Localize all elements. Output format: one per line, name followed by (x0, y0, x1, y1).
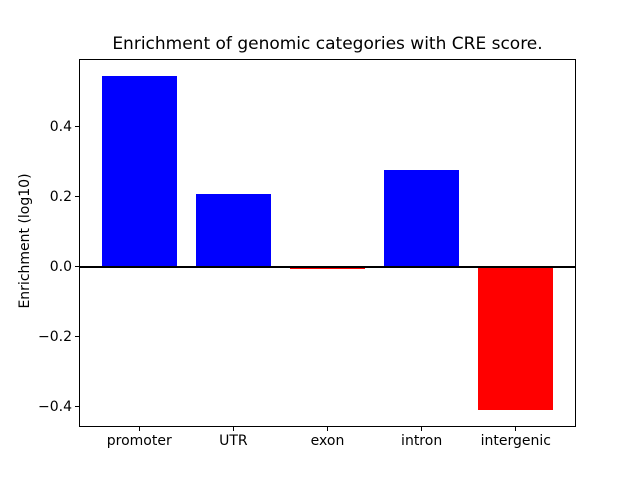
x-tick-mark (326, 427, 329, 431)
x-tick-label: promoter (106, 433, 172, 449)
x-tick-label: intergenic (480, 433, 551, 449)
y-tick-label: 0.0 (49, 258, 72, 275)
y-tick-mark (75, 406, 79, 408)
x-tick-mark (515, 427, 517, 431)
y-tick-label: −0.4 (38, 398, 72, 415)
bar-intergenic (478, 266, 554, 411)
bar-promoter (101, 75, 177, 267)
y-axis-label: Enrichment (log10) (17, 173, 33, 309)
y-tick-label: −0.2 (38, 328, 72, 345)
y-tick-label: 0.2 (49, 188, 72, 205)
chart-title: Enrichment of genomic categories with CR… (112, 34, 543, 54)
x-tick-label: UTR (219, 433, 248, 449)
x-tick-mark (421, 427, 423, 431)
bar-intron (383, 170, 460, 267)
y-tick-mark (75, 336, 79, 338)
y-tick-mark (75, 126, 79, 128)
y-tick-mark (75, 196, 79, 198)
bar-exon (289, 266, 366, 270)
bar-UTR (195, 194, 272, 267)
zero-line (79, 265, 576, 268)
x-tick-label: exon (310, 433, 345, 449)
x-tick-mark (232, 427, 234, 431)
x-tick-label: intron (401, 433, 443, 449)
x-tick-mark (138, 427, 140, 431)
y-tick-label: 0.4 (49, 118, 72, 135)
y-tick-mark (75, 266, 79, 268)
